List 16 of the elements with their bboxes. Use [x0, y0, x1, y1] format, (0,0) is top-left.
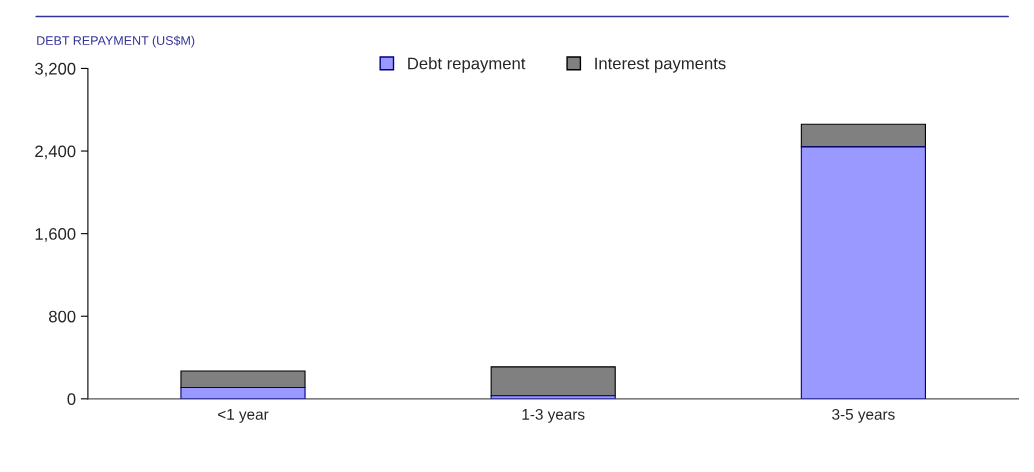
bar	[490, 366, 616, 397]
bar	[800, 146, 926, 399]
bar	[180, 386, 306, 399]
x-tick-label: 1-3 years	[522, 408, 585, 423]
y-tick-label: 3,200	[35, 62, 76, 77]
chart-title: DEBT REPAYMENT (US$M)	[37, 35, 195, 48]
x-tick-label: <1 year	[218, 409, 269, 423]
y-tick-label: 1,600	[35, 228, 76, 242]
bar	[800, 123, 926, 148]
bar	[180, 370, 306, 389]
y-tick-label: 2,400	[35, 145, 76, 160]
legend-label: Debt repayment	[408, 57, 526, 73]
y-tick-label: 800	[49, 310, 76, 323]
x-tick-label: 3-5 years	[832, 408, 895, 423]
y-tick-label: 0	[67, 393, 76, 406]
legend-label: Interest payments	[595, 57, 726, 73]
